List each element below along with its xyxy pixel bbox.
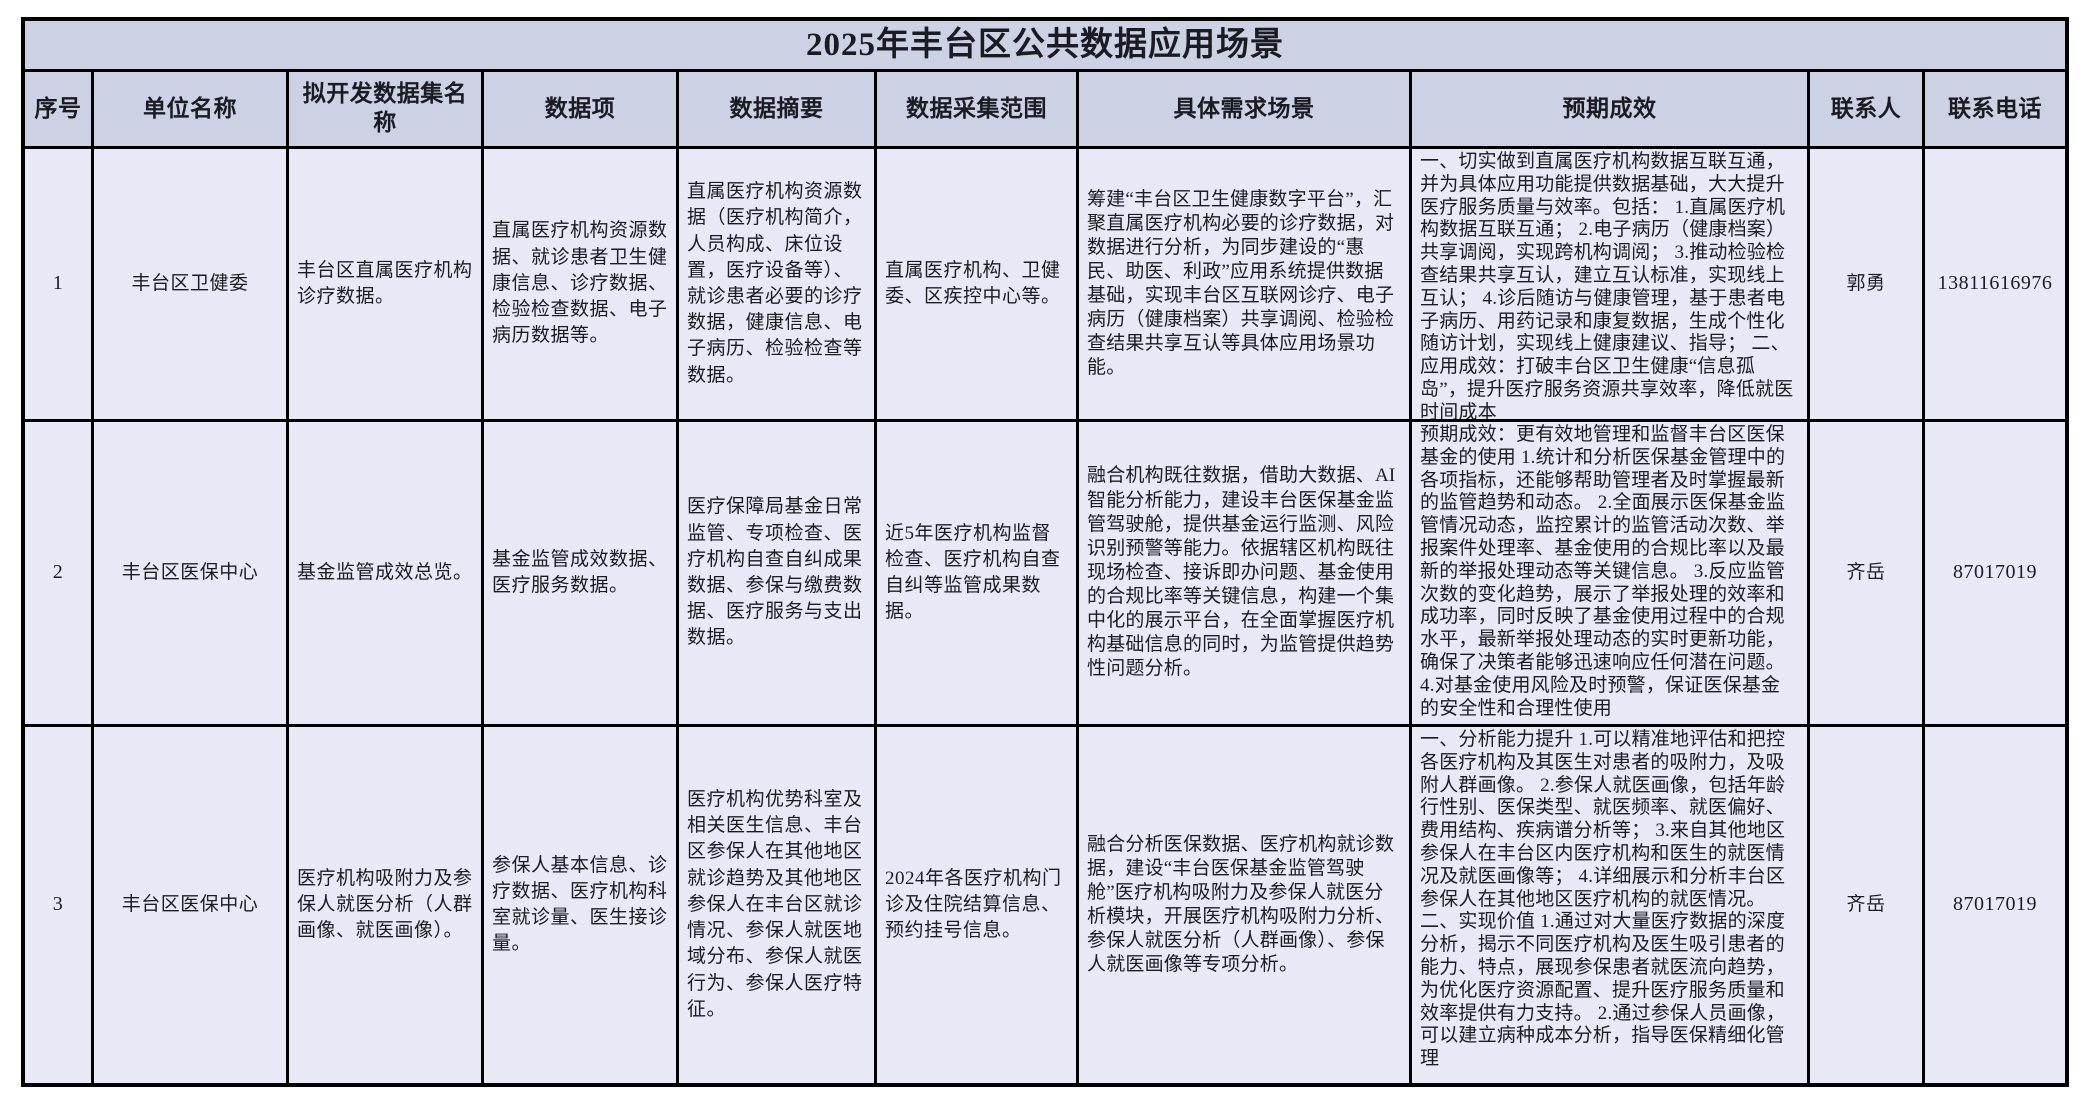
cell-row1-items: 直属医疗机构资源数据、就诊患者卫生健康信息、诊疗数据、检验检查数据、电子病历数据… [484,149,676,419]
column-header-phone: 联系电话 [1925,72,2065,146]
column-header-scope: 数据采集范围 [877,72,1076,146]
cell-row2-scenario: 融合机构既往数据，借助大数据、AI智能分析能力，建设丰台医保基金监管驾驶舱，提供… [1079,422,1409,724]
cell-row3-summary: 医疗机构优势科室及相关医生信息、丰台区参保人在其他地区就诊趋势及其他地区参保人在… [679,727,874,1083]
cell-row3-outcome: 一、分析能力提升 1.可以精准地评估和把控各医疗机构及其医生对患者的吸附力，及吸… [1412,727,1807,1083]
column-header-unit: 单位名称 [94,72,286,146]
cell-row3-scope: 2024年各医疗机构门诊及住院结算信息、预约挂号信息。 [877,727,1076,1083]
cell-row3-unit: 丰台区医保中心 [94,727,286,1083]
cell-row1-scope: 直属医疗机构、卫健委、区疾控中心等。 [877,149,1076,419]
table-title: 2025年丰台区公共数据应用场景 [25,21,2065,69]
cell-row2-unit: 丰台区医保中心 [94,422,286,724]
column-header-items: 数据项 [484,72,676,146]
cell-row3-scenario: 融合分析医保数据、医疗机构就诊数据，建设“丰台医保基金监管驾驶舱”医疗机构吸附力… [1079,727,1409,1083]
data-table: 2025年丰台区公共数据应用场景 序号 单位名称 拟开发数据集名称 数据项 数据… [21,17,2069,1087]
cell-row1-unit: 丰台区卫健委 [94,149,286,419]
cell-row2-dataset: 基金监管成效总览。 [289,422,481,724]
cell-row1-summary: 直属医疗机构资源数据（医疗机构简介，人员构成、床位设置，医疗设备等）、就诊患者必… [679,149,874,419]
cell-row1-scenario: 筹建“丰台区卫生健康数字平台”，汇聚直属医疗机构必要的诊疗数据，对数据进行分析，… [1079,149,1409,419]
cell-row2-outcome: 预期成效：更有效地管理和监督丰台区医保基金的使用 1.统计和分析医保基金管理中的… [1412,422,1807,724]
cell-row1-outcome: 一、切实做到直属医疗机构数据互联互通，并为具体应用功能提供数据基础，大大提升医疗… [1412,149,1807,419]
cell-row3-dataset: 医疗机构吸附力及参保人就医分析（人群画像、就医画像）。 [289,727,481,1083]
cell-row1-no: 1 [25,149,91,419]
column-header-dataset: 拟开发数据集名称 [289,72,481,146]
cell-row1-dataset: 丰台区直属医疗机构诊疗数据。 [289,149,481,419]
cell-row2-scope: 近5年医疗机构监督检查、医疗机构自查自纠等监管成果数据。 [877,422,1076,724]
cell-row3-phone: 87017019 [1925,727,2065,1083]
cell-row2-items: 基金监管成效数据、医疗服务数据。 [484,422,676,724]
cell-row3-contact: 齐岳 [1810,727,1922,1083]
column-header-summary: 数据摘要 [679,72,874,146]
column-header-scenario: 具体需求场景 [1079,72,1409,146]
cell-row2-summary: 医疗保障局基金日常监管、专项检查、医疗机构自查自纠成果数据、参保与缴费数据、医疗… [679,422,874,724]
column-header-no: 序号 [25,72,91,146]
column-header-outcome: 预期成效 [1412,72,1807,146]
cell-row2-phone: 87017019 [1925,422,2065,724]
column-header-contact: 联系人 [1810,72,1922,146]
cell-row2-contact: 齐岳 [1810,422,1922,724]
cell-row3-no: 3 [25,727,91,1083]
cell-row2-no: 2 [25,422,91,724]
cell-row1-contact: 郭勇 [1810,149,1922,419]
cell-row3-items: 参保人基本信息、诊疗数据、医疗机构科室就诊量、医生接诊量。 [484,727,676,1083]
cell-row1-phone: 13811616976 [1925,149,2065,419]
